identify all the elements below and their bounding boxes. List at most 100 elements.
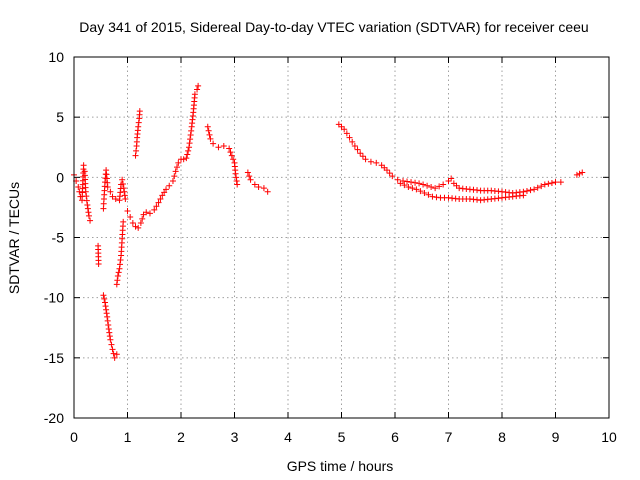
data-point [107,336,114,343]
data-point [161,189,168,196]
data-point [100,292,107,299]
data-point [207,135,214,142]
data-point [412,179,419,186]
data-point [354,146,361,153]
data-point [541,181,548,188]
data-point [428,183,435,190]
data-point [573,171,580,178]
data-point [206,131,213,138]
data-point [538,183,545,190]
x-tick-label: 4 [284,429,292,445]
data-point [520,192,527,199]
data-point [110,350,117,357]
data-point [172,168,179,175]
data-point [401,182,408,189]
data-point [432,185,439,192]
data-point [527,187,534,194]
data-point [132,152,139,159]
y-tick-label: 0 [56,169,64,185]
x-tick-label: 10 [601,429,617,445]
data-point [135,119,142,126]
data-point [244,169,251,176]
y-tick-label: -5 [52,230,65,246]
data-point [421,189,428,196]
x-tick-label: 5 [338,429,346,445]
data-point [264,188,271,195]
data-point [576,170,583,177]
data-point [84,205,91,212]
data-point [394,176,401,183]
data-point [103,306,110,313]
data-point [84,202,91,209]
data-point [397,180,404,187]
data-point [228,152,235,159]
data-point [220,143,227,150]
data-point [413,186,420,193]
data-point [113,351,120,358]
data-point [106,329,113,336]
data-point [523,187,530,194]
data-point [373,159,380,166]
data-point [104,183,111,190]
x-tick-label: 8 [498,429,506,445]
data-point [159,192,166,199]
data-point [135,123,142,130]
data-point [104,313,111,320]
data-point [175,159,182,166]
data-point [105,321,112,328]
data-point [362,156,369,163]
data-point [104,317,111,324]
data-point [552,179,559,186]
data-point [429,193,436,200]
data-point [534,184,541,191]
data-point [187,131,194,138]
data-point [102,303,109,310]
data-point [425,191,432,198]
data-point [103,310,110,317]
data-point [146,210,153,217]
data-point [417,188,424,195]
x-tick-label: 0 [70,429,78,445]
data-point [204,123,211,130]
x-tick-label: 1 [124,429,132,445]
data-point [405,183,412,190]
data-point [151,206,158,213]
y-tick-labels: -20 -15 -10 -5 0 5 10 [44,49,64,426]
data-point [83,197,90,204]
y-tick-label: -10 [44,290,64,306]
data-point [557,179,564,186]
data-point [166,182,173,189]
data-point [75,183,82,190]
data-point [357,150,364,157]
x-axis-label: GPS time / hours [287,458,394,474]
data-point [343,130,350,137]
data-point [367,158,374,165]
data-point [247,176,254,183]
data-point [545,180,552,187]
data-point [171,173,178,180]
data-point [157,195,164,202]
data-point [114,277,121,284]
data-point [163,186,170,193]
data-point [112,195,119,202]
data-point [143,209,150,216]
data-point [531,186,538,193]
data-point [233,177,240,184]
data-point [102,299,109,306]
data-point [116,265,123,272]
data-point [132,223,139,230]
data-point [111,354,118,361]
data-point [230,156,237,163]
data-point [82,188,89,195]
data-point [133,147,140,154]
data-point [420,181,427,188]
data-point [120,218,127,225]
data-point [137,220,144,227]
data-point [105,325,112,332]
data-point [234,181,241,188]
data-point [260,185,267,192]
data-point [210,140,217,147]
data-point [436,183,443,190]
data-point [195,82,202,89]
data-point [185,147,192,154]
